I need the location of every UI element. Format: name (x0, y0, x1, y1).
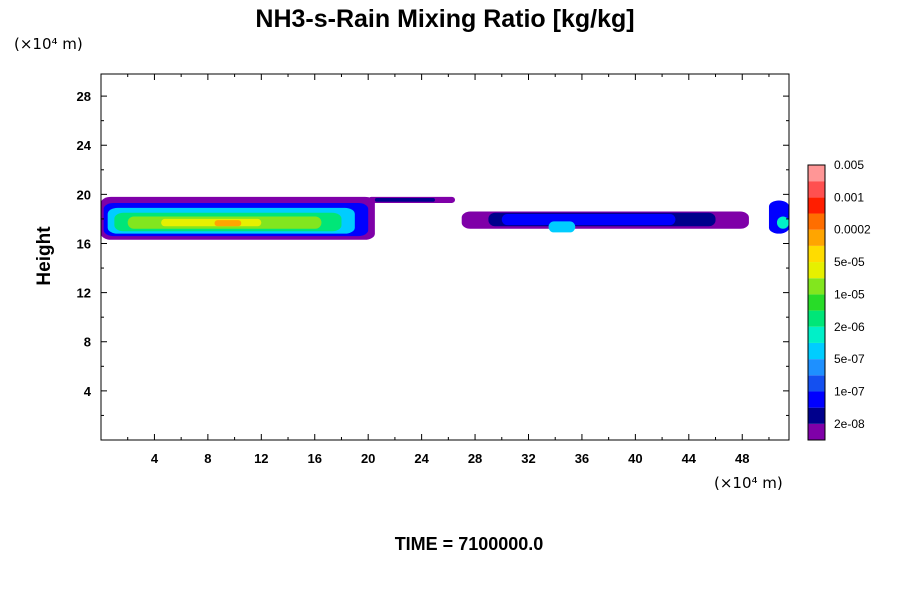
colorbar-cell (808, 359, 825, 376)
colorbar-cell (808, 391, 825, 408)
field-region (768, 200, 789, 234)
x-tick-label: 20 (361, 451, 375, 466)
y-axis-label: Height (34, 226, 55, 286)
colorbar-tick-label: 5e-05 (834, 255, 865, 269)
x-unit-label: (×10⁴ m) (714, 474, 783, 492)
colorbar-cell (808, 197, 825, 214)
colorbar-tick-label: 2e-08 (834, 417, 865, 431)
x-tick-label: 24 (414, 451, 429, 466)
colorbar-cells (808, 165, 825, 440)
colorbar-cell (808, 407, 825, 424)
field-region (374, 198, 435, 202)
colorbar-cell (808, 326, 825, 343)
colorbar-tick-label: 1e-07 (834, 384, 865, 398)
colorbar-tick-label: 2e-06 (834, 320, 865, 334)
colorbar-tick-label: 1e-05 (834, 287, 865, 301)
x-tick-label: 8 (204, 451, 211, 466)
y-tick-label: 12 (77, 286, 91, 301)
colorbar-cell (808, 262, 825, 279)
colorbar-tick-label: 0.0002 (834, 223, 871, 237)
colorbar: 2e-08 1e-07 5e-07 2e-06 1e-05 5e-05 0.0002 0.00… (807, 158, 871, 441)
colorbar-tick-label: 0.005 (834, 158, 864, 172)
x-tick-label: 48 (735, 451, 749, 466)
colorbar-cell (808, 213, 825, 230)
y-tick-label: 28 (77, 89, 91, 104)
colorbar-cell (808, 181, 825, 198)
x-tick-label: 4 (151, 451, 159, 466)
colorbar-cell (808, 310, 825, 327)
field-region (501, 214, 676, 226)
field-region (548, 221, 576, 233)
colorbar-cell (808, 229, 825, 246)
x-tick-label: 12 (254, 451, 268, 466)
x-tick-label: 44 (682, 451, 697, 466)
mixing-ratio-field (101, 196, 789, 240)
y-tick-label: 20 (77, 187, 91, 202)
y-tick-label: 4 (84, 384, 92, 399)
y-tick-label: 24 (77, 138, 92, 153)
y-tick-label: 16 (77, 236, 91, 251)
colorbar-cell (808, 278, 825, 295)
colorbar-tick-label: 5e-07 (834, 352, 865, 366)
y-tick-label: 8 (84, 335, 91, 350)
x-tick-label: 36 (575, 451, 589, 466)
y-unit-label: (×10⁴ m) (14, 35, 83, 53)
time-label: TIME = 7100000.0 (395, 534, 544, 554)
x-tick-label: 40 (628, 451, 642, 466)
colorbar-frame (807, 164, 826, 441)
colorbar-cell (808, 294, 825, 311)
colorbar-cell (808, 245, 825, 263)
colorbar-labels: 2e-08 1e-07 5e-07 2e-06 1e-05 5e-05 0.0002 0.00… (834, 158, 871, 431)
colorbar-cell (808, 165, 825, 182)
x-tick-label: 28 (468, 451, 482, 466)
colorbar-cell (808, 375, 825, 392)
chart-title: NH3-s-Rain Mixing Ratio [kg/kg] (255, 5, 634, 33)
field-region (776, 216, 789, 229)
x-tick-label: 16 (308, 451, 322, 466)
y-axis-ticks: 4 8 12 16 20 24 28 (77, 89, 789, 416)
field-region (161, 218, 262, 227)
x-tick-label: 32 (521, 451, 535, 466)
plot-frame (100, 73, 790, 441)
field-region (214, 220, 242, 227)
colorbar-cell (808, 423, 825, 440)
colorbar-cell (808, 342, 825, 360)
colorbar-tick-label: 0.001 (834, 190, 864, 204)
x-axis-ticks: 4 8 12 16 20 24 28 32 36 40 44 48 (127, 74, 770, 466)
